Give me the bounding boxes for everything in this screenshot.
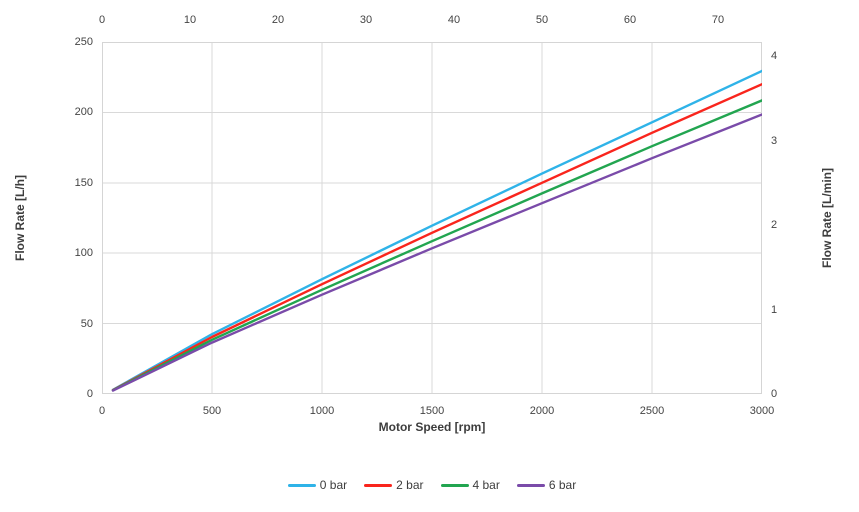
- axis-tick-label: 50: [80, 317, 93, 330]
- axis-tick-label: 60: [623, 14, 637, 26]
- legend-item: 6 bar: [516, 478, 577, 493]
- series-line-2-bar: [111, 83, 762, 392]
- axis-tick-label: 250: [74, 36, 93, 48]
- axis-tick-label: 0: [86, 388, 93, 400]
- left-y-axis-title: Flow Rate [L/h]: [13, 175, 27, 261]
- axis-tick-label: 500: [202, 405, 222, 417]
- series-line-4-bar: [111, 99, 762, 392]
- axis-tick-label: 2000: [529, 405, 555, 417]
- legend-swatch-line: [287, 484, 316, 487]
- axis-tick-label: 70: [711, 14, 725, 26]
- axis-tick-label: 2: [771, 219, 778, 232]
- legend-label: 2 bar: [396, 478, 424, 492]
- axis-tick-label: 30: [359, 14, 373, 26]
- legend-item: 0 bar: [287, 478, 348, 493]
- axis-tick-label: 150: [74, 176, 93, 189]
- legend-swatch-line: [364, 484, 393, 487]
- legend-label: 6 bar: [548, 478, 577, 492]
- axis-tick-label: 3000: [749, 405, 775, 417]
- axis-tick-label: 10: [183, 14, 197, 26]
- axis-tick-label: 0: [98, 14, 106, 26]
- axis-tick-label: 50: [535, 14, 549, 26]
- axis-tick-label: 0: [771, 388, 778, 400]
- axis-tick-label: 40: [447, 14, 461, 26]
- legend: 0 bar 2 bar 4 bar 6 bar: [102, 478, 762, 493]
- axis-tick-label: 3: [771, 134, 778, 147]
- legend-label: 0 bar: [319, 478, 348, 492]
- legend-swatch-line: [440, 484, 469, 487]
- series-line-6-bar: [111, 113, 762, 392]
- axis-tick-label: 1000: [309, 405, 335, 417]
- legend-item: 2 bar: [364, 478, 424, 493]
- axis-tick-label: 0: [98, 405, 106, 417]
- axis-tick-label: 1: [771, 303, 778, 316]
- legend-swatch-line: [516, 484, 545, 487]
- axis-tick-label: 1500: [419, 405, 445, 417]
- legend-item: 4 bar: [440, 478, 500, 493]
- axis-tick-label: 100: [74, 247, 93, 260]
- axis-tick-label: 2500: [639, 405, 665, 417]
- right-y-axis-title: Flow Rate [L/min]: [820, 168, 834, 268]
- series-line-0-bar: [111, 69, 762, 391]
- axis-tick-label: 20: [271, 14, 285, 26]
- axis-tick-label: 200: [74, 106, 93, 119]
- x-axis-title: Motor Speed [rpm]: [378, 420, 486, 434]
- axis-tick-label: 4: [771, 50, 778, 63]
- legend-label: 4 bar: [472, 478, 500, 492]
- plot-area-svg: [102, 42, 762, 394]
